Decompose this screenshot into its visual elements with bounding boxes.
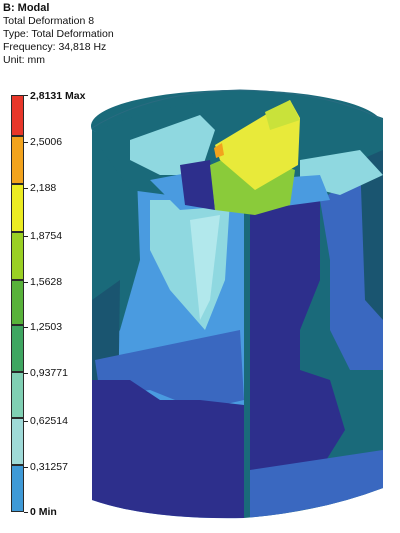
legend-label: 0,31257 xyxy=(30,461,68,473)
legend-tick xyxy=(24,467,28,468)
legend-tick xyxy=(24,236,28,237)
inner-dark-patch xyxy=(180,160,215,210)
legend-swatch xyxy=(11,280,24,325)
deformation-yellow-edge xyxy=(265,100,300,130)
region-dark-blue xyxy=(250,200,345,480)
legend-swatch xyxy=(11,418,24,465)
legend-label-min: 0 Min xyxy=(30,506,57,518)
legend-tick xyxy=(24,512,28,513)
legend-label-max: 2,8131 Max xyxy=(30,90,86,102)
legend-tick xyxy=(24,327,28,328)
result-type: Type: Total Deformation xyxy=(3,28,114,40)
legend-tick xyxy=(24,421,28,422)
deformation-orange-spot xyxy=(214,143,224,158)
result-title: B: Modal xyxy=(3,2,50,14)
legend-tick xyxy=(24,188,28,189)
legend-swatch xyxy=(11,232,24,280)
legend-label: 1,2503 xyxy=(30,321,63,333)
legend-swatch xyxy=(11,184,24,232)
legend-swatch xyxy=(11,465,24,512)
region-dark-blue-bottom xyxy=(92,380,244,519)
legend-tick xyxy=(24,95,28,96)
region-right-edge xyxy=(360,150,383,320)
result-name: Total Deformation 8 xyxy=(3,15,95,27)
legend-label: 2,188 xyxy=(30,182,57,194)
legend-swatch xyxy=(11,136,24,184)
inner-cyan-patch xyxy=(130,115,215,175)
region-light-cyan xyxy=(190,215,220,320)
legend-tick xyxy=(24,142,28,143)
color-legend: 2,8131 Max 2,5006 2,188 1,8754 1,5628 1,… xyxy=(0,0,140,533)
legend-swatch xyxy=(11,325,24,372)
legend-label: 1,5628 xyxy=(30,276,63,288)
legend-swatch xyxy=(11,95,24,136)
region-bottom-blue xyxy=(250,450,383,518)
legend-tick xyxy=(24,282,28,283)
result-unit: Unit: mm xyxy=(3,54,45,66)
result-frequency: Frequency: 34,818 Hz xyxy=(3,41,107,53)
result-info: B: Modal Total Deformation 8 Type: Total… xyxy=(3,2,114,67)
legend-label: 0,62514 xyxy=(30,415,68,427)
legend-label: 2,5006 xyxy=(30,136,63,148)
legend-tick xyxy=(24,373,28,374)
legend-label: 1,8754 xyxy=(30,230,63,242)
legend-label: 0,93771 xyxy=(30,367,68,379)
legend-swatch xyxy=(11,372,24,418)
rim-edge xyxy=(91,89,384,129)
